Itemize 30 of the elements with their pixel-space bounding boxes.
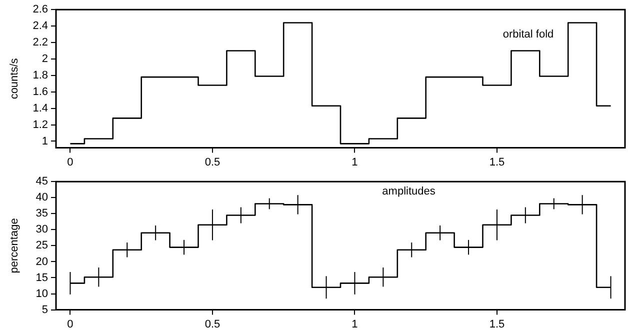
y-tick-label: 1 xyxy=(42,135,48,148)
y-tick-label: 1.8 xyxy=(32,69,48,82)
y-tick-label: 2.2 xyxy=(32,36,48,49)
y-tick-label: 35 xyxy=(36,208,48,220)
y-tick-label: 1.6 xyxy=(32,86,48,98)
x-tick-label: 1 xyxy=(352,156,358,168)
x-tick-label: 0 xyxy=(67,156,74,168)
y-tick-label: 15 xyxy=(36,272,48,284)
annotation: amplitudes xyxy=(382,186,436,198)
y-tick-label: 2.6 xyxy=(32,4,48,16)
annotation: orbital fold xyxy=(502,28,554,41)
x-tick-label: 0 xyxy=(67,318,74,330)
x-tick-label: 1.5 xyxy=(489,318,505,330)
y-tick-label: 5 xyxy=(42,304,48,316)
y-tick-label: 2 xyxy=(42,52,48,65)
x-tick-label: 0.5 xyxy=(204,156,220,168)
x-tick-label: 1.5 xyxy=(489,156,505,168)
y-tick-label: 2.4 xyxy=(32,20,48,32)
y-axis-title: counts/s xyxy=(8,58,21,100)
x-tick-label: 0.5 xyxy=(204,318,220,330)
y-tick-label: 20 xyxy=(36,256,48,268)
y-axis-title: percentage xyxy=(8,218,21,274)
y-tick-label: 40 xyxy=(36,192,48,204)
x-tick-label: 1 xyxy=(352,318,358,330)
y-tick-label: 10 xyxy=(36,288,48,300)
y-tick-label: 1.4 xyxy=(32,102,48,114)
y-tick-label: 45 xyxy=(36,176,48,188)
y-tick-label: 1.2 xyxy=(32,118,48,131)
y-tick-label: 30 xyxy=(36,224,48,236)
y-tick-label: 25 xyxy=(36,240,48,252)
